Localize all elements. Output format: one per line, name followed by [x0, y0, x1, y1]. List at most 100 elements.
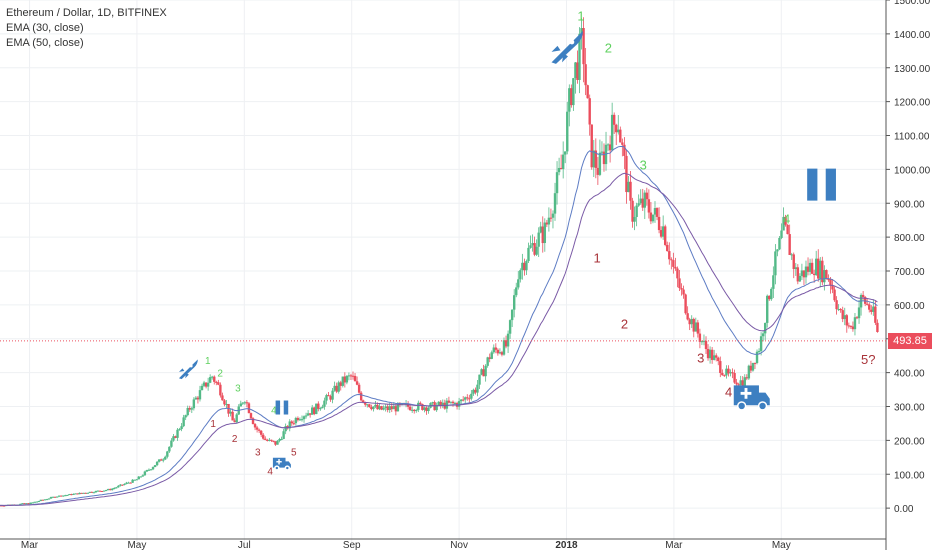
candle-body: [384, 406, 387, 409]
candle-body: [353, 375, 357, 382]
candle-body: [441, 402, 444, 406]
candle-body: [637, 203, 640, 206]
candle-body: [564, 151, 567, 155]
candle-body: [596, 167, 600, 175]
candle-body: [51, 496, 55, 498]
candle-body: [296, 417, 300, 421]
candle-body: [321, 406, 324, 409]
candle-body: [147, 469, 151, 471]
candle-body: [292, 423, 296, 425]
candle-body: [390, 406, 393, 410]
candle-body: [837, 309, 840, 311]
candle-body: [541, 226, 544, 244]
candle-body: [368, 404, 371, 408]
candle-body: [582, 28, 585, 65]
candle-body: [88, 491, 91, 493]
candle-body: [231, 411, 234, 421]
candle-body: [510, 309, 514, 321]
candle-body: [592, 150, 595, 168]
candle-body: [470, 393, 473, 399]
candle-body: [737, 384, 740, 386]
candle-body: [808, 262, 812, 272]
ema-lines: [0, 145, 878, 507]
symbol-title: Ethereum / Dollar, 1D, BITFINEX: [6, 7, 167, 19]
candle-body: [612, 114, 616, 125]
candle-body: [584, 64, 587, 86]
candle-body: [674, 266, 677, 269]
candle-body: [461, 399, 465, 401]
candle-body: [508, 320, 512, 334]
candle-body: [839, 309, 842, 311]
candle-body: [751, 362, 755, 371]
candle-body: [621, 142, 624, 145]
y-tick-label: 1100.00: [894, 132, 930, 143]
candle-body: [812, 273, 816, 276]
candle-body: [588, 98, 591, 125]
candle-body: [239, 403, 242, 407]
candle-body: [653, 208, 657, 215]
candle-body: [98, 490, 102, 492]
candle-body: [561, 154, 565, 170]
candle-body: [794, 267, 797, 270]
candle-body: [539, 226, 542, 233]
candle-body: [70, 494, 73, 496]
candle-body: [578, 33, 581, 80]
candle-body: [551, 213, 555, 218]
candle-body: [370, 407, 373, 410]
candle-body: [798, 275, 802, 282]
candle-body: [866, 303, 869, 305]
candle-body: [355, 381, 359, 385]
candle-body: [502, 340, 506, 355]
candle-body: [186, 407, 189, 416]
candle-body: [670, 259, 673, 261]
candle-body: [725, 368, 728, 376]
candle-body: [100, 490, 104, 492]
x-tick-label: May: [127, 540, 146, 550]
wave-label: 3: [640, 157, 647, 172]
candle-body: [172, 436, 175, 441]
candle-body: [763, 322, 767, 334]
candle-body: [166, 451, 169, 457]
candle-body: [874, 306, 877, 323]
candle-body: [170, 440, 173, 447]
y-tick-label: 1500.00: [894, 0, 931, 7]
candle-body: [617, 129, 620, 133]
candle-body: [868, 304, 871, 310]
candle-body: [492, 347, 495, 353]
candle-body: [162, 459, 165, 461]
rocket-body: [178, 359, 198, 380]
y-tick-label: 1300.00: [894, 64, 931, 75]
candle-body: [537, 232, 540, 247]
candle-body: [33, 501, 36, 503]
candle-body: [566, 111, 569, 152]
candle-body: [761, 333, 765, 337]
rocket-fin: [551, 45, 561, 52]
rocket-icon: [178, 359, 198, 380]
candle-body: [392, 406, 396, 410]
candle-body: [659, 230, 663, 237]
candle-body: [200, 385, 204, 391]
candle-body: [615, 124, 618, 133]
candle-body: [415, 409, 418, 412]
candle-body: [247, 403, 251, 414]
candle-body: [257, 429, 261, 431]
y-tick-label: 1400.00: [894, 30, 931, 41]
candle-body: [515, 287, 518, 296]
candle-body: [43, 499, 47, 501]
candle-body: [288, 421, 291, 429]
candle-body: [113, 487, 116, 489]
candle-body: [2, 505, 6, 507]
candle-body: [388, 406, 391, 411]
candle-body: [574, 62, 577, 79]
grid: [0, 0, 886, 542]
candle-body: [676, 268, 679, 279]
candle-body: [255, 427, 259, 430]
wave-label: 1: [593, 251, 600, 266]
candle-body: [310, 407, 314, 415]
candle-body: [488, 357, 491, 359]
candle-body: [253, 424, 257, 428]
candle-body: [459, 399, 463, 402]
